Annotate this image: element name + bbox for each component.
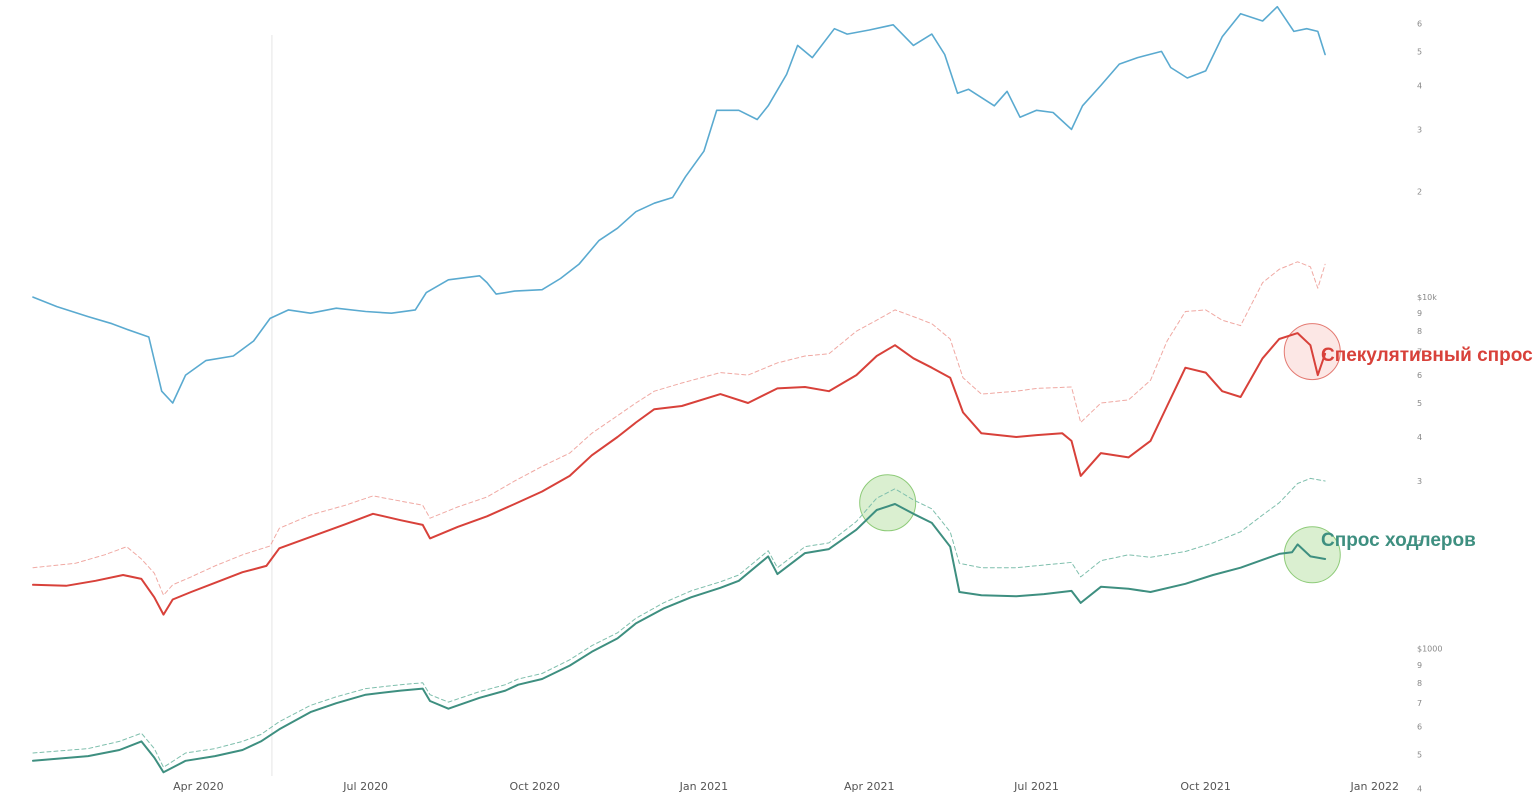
y-tick-label: 2 <box>1417 539 1422 548</box>
series-line <box>32 477 1326 768</box>
y-tick-label: 4 <box>1417 433 1422 442</box>
series-line <box>32 5 1326 404</box>
series-line <box>32 503 1327 774</box>
x-tick-label: Oct 2020 <box>510 780 561 793</box>
y-tick-label: 9 <box>1417 661 1422 670</box>
annotation-hodler-demand: Спрос ходлеров <box>1321 530 1476 551</box>
y-tick-label: 7 <box>1417 348 1422 357</box>
y-tick-label: 6 <box>1417 371 1422 380</box>
x-tick-label: Jan 2022 <box>1350 780 1399 793</box>
series-lines <box>32 5 1327 774</box>
x-tick-label: Jan 2021 <box>679 780 728 793</box>
y-tick-label: 5 <box>1417 47 1422 56</box>
y-tick-label: 5 <box>1417 399 1422 408</box>
y-tick-label: 7 <box>1417 699 1422 708</box>
highlight-circle <box>859 474 917 532</box>
y-tick-label: $10k <box>1417 293 1437 302</box>
y-tick-label: 3 <box>1417 125 1422 134</box>
series-line <box>32 332 1327 616</box>
annotation-speculative-demand: Спекулятивный спрос <box>1321 345 1533 366</box>
series-line <box>32 261 1326 596</box>
y-tick-label: 5 <box>1417 751 1422 760</box>
y-tick-label: 4 <box>1417 785 1422 794</box>
x-tick-label: Apr 2020 <box>173 780 224 793</box>
y-tick-label: 9 <box>1417 309 1422 318</box>
y-tick-label: 6 <box>1417 723 1422 732</box>
highlight-circle <box>1283 526 1341 584</box>
y-tick-label: 4 <box>1417 81 1422 90</box>
x-tick-label: Apr 2021 <box>844 780 895 793</box>
y-tick-label: 6 <box>1417 20 1422 29</box>
x-tick-label: Jul 2021 <box>1013 780 1059 793</box>
x-axis: Apr 2020 Jul 2020 Oct 2020 Jan 2021 Apr 2021… <box>173 780 1399 793</box>
y-axis: 4 5 6 7 8 9 $1000 2 3 4 5 6 7 8 9 $10k 2 3 4 5 6 <box>1417 20 1442 794</box>
x-tick-label: Jul 2020 <box>342 780 388 793</box>
x-tick-label: Oct 2021 <box>1180 780 1231 793</box>
y-tick-label: 8 <box>1417 327 1422 336</box>
y-tick-label: 3 <box>1417 477 1422 486</box>
y-tick-label: 2 <box>1417 187 1422 196</box>
y-tick-label: 8 <box>1417 679 1422 688</box>
y-tick-label: $1000 <box>1417 645 1442 654</box>
